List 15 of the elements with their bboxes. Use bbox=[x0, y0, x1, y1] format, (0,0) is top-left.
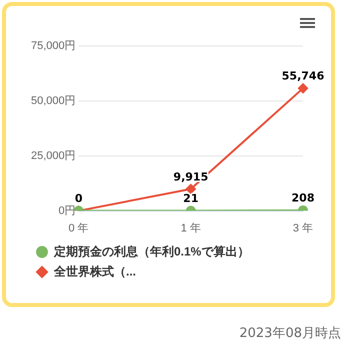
data-label: 0 bbox=[74, 192, 83, 206]
point bbox=[298, 83, 308, 94]
legend-label: 全世界株式（... bbox=[53, 264, 136, 278]
y-tick-label: 25,000円 bbox=[30, 150, 76, 162]
y-tick-label: 0円 bbox=[58, 204, 76, 217]
legend-label: 定期預金の利息（年利0.1%で算出） bbox=[53, 244, 250, 258]
y-tick-label: 75,000円 bbox=[30, 40, 76, 52]
x-tick-label: 1 年 bbox=[180, 222, 201, 234]
x-tick-label: 0 年 bbox=[68, 222, 89, 234]
text: 2023年08月時点 bbox=[239, 325, 341, 342]
x-tick-label: 3 年 bbox=[292, 222, 314, 234]
y-tick-label: 50,000円 bbox=[30, 94, 76, 107]
data-label: 208 bbox=[292, 192, 314, 205]
data-label: 21 bbox=[183, 192, 198, 206]
data-label: 55,746 bbox=[282, 70, 325, 83]
